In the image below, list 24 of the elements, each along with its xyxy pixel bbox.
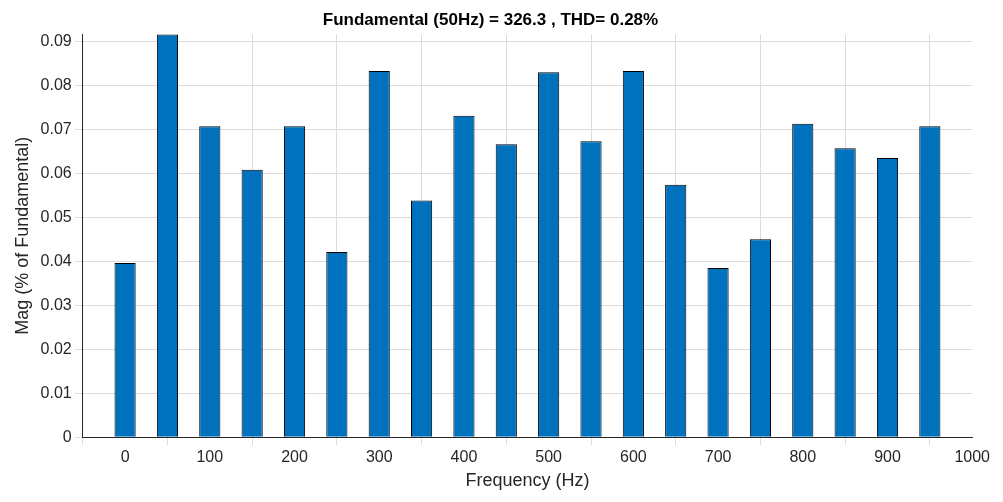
x-tick-label: 1000 [954,448,991,466]
x-axis-title: Frequency (Hz) [465,470,590,491]
y-tick-label: 0.09 [40,31,72,49]
y-tick-label: 0.01 [40,383,72,401]
x-tick-label: 400 [450,448,478,466]
y-tick-label: 0.03 [40,295,72,313]
x-tick-label: 300 [365,448,393,466]
y-tick-label: 0.02 [40,339,72,357]
y-tick-label: 0.08 [40,75,72,93]
x-tick-label: 100 [196,448,224,466]
x-tick-label: 0 [120,448,130,466]
y-tick-label: 0.04 [40,251,72,269]
y-tick-label: 0 [62,427,72,445]
x-tick-label: 700 [704,448,732,466]
y-tick-label: 0.06 [40,163,72,181]
chart-title: Fundamental (50Hz) = 326.3 , THD= 0.28% [322,9,659,29]
y-tick-label: 0.07 [40,119,72,137]
x-tick-label: 800 [789,448,817,466]
x-tick-label: 200 [281,448,308,466]
y-axis-title: Mag (% of Fundamental) [11,136,32,335]
x-tick-label: 900 [874,448,901,466]
x-tick-label: 600 [620,448,647,466]
x-tick-label: 500 [535,448,563,466]
y-tick-label: 0.05 [40,207,72,225]
